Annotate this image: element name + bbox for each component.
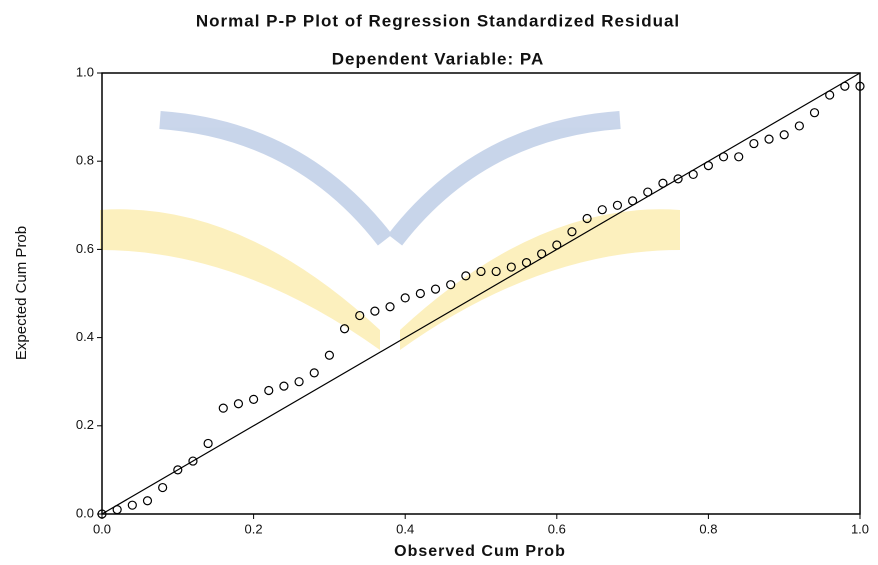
page: Normal P-P Plot of Regression Standardiz… <box>0 0 878 565</box>
point <box>204 439 212 447</box>
point <box>159 484 167 492</box>
point <box>447 281 455 289</box>
point <box>704 162 712 170</box>
watermark <box>100 120 680 350</box>
point <box>841 82 849 90</box>
point <box>143 497 151 505</box>
point <box>128 501 136 509</box>
point <box>265 387 273 395</box>
point <box>613 201 621 209</box>
x-axis-label: Observed Cum Prob <box>394 543 566 560</box>
point <box>629 197 637 205</box>
point <box>113 506 121 514</box>
y-tick-label: 0.2 <box>76 417 94 432</box>
point <box>811 109 819 117</box>
point <box>432 285 440 293</box>
y-tick-label: 0.8 <box>76 153 94 168</box>
point <box>219 404 227 412</box>
point <box>310 369 318 377</box>
x-tick-label: 0.4 <box>396 521 414 536</box>
point <box>280 382 288 390</box>
point <box>826 91 834 99</box>
point <box>295 378 303 386</box>
point <box>371 307 379 315</box>
point <box>234 400 242 408</box>
y-tick-label: 0.4 <box>76 329 94 344</box>
point <box>325 351 333 359</box>
chart-title: Normal P-P Plot of Regression Standardiz… <box>196 11 680 30</box>
point <box>598 206 606 214</box>
point <box>795 122 803 130</box>
y-tick-label: 0.0 <box>76 505 94 520</box>
point <box>250 395 258 403</box>
point <box>644 188 652 196</box>
point <box>720 153 728 161</box>
x-tick-label: 0.2 <box>245 521 263 536</box>
point <box>689 170 697 178</box>
point <box>765 135 773 143</box>
point <box>735 153 743 161</box>
y-axis-label: Expected Cum Prob <box>13 226 30 360</box>
x-tick-label: 0.8 <box>699 521 717 536</box>
reference-line <box>102 73 860 514</box>
y-tick-label: 1.0 <box>76 64 94 79</box>
chart: Normal P-P Plot of Regression Standardiz… <box>0 0 878 565</box>
point <box>780 131 788 139</box>
x-tick-label: 0.0 <box>93 521 111 536</box>
x-tick-label: 0.6 <box>548 521 566 536</box>
point <box>386 303 394 311</box>
x-tick-label: 1.0 <box>851 521 869 536</box>
point <box>401 294 409 302</box>
point <box>750 140 758 148</box>
y-tick-label: 0.6 <box>76 241 94 256</box>
point <box>659 179 667 187</box>
point <box>416 290 424 298</box>
chart-subtitle: Dependent Variable: PA <box>332 49 545 68</box>
